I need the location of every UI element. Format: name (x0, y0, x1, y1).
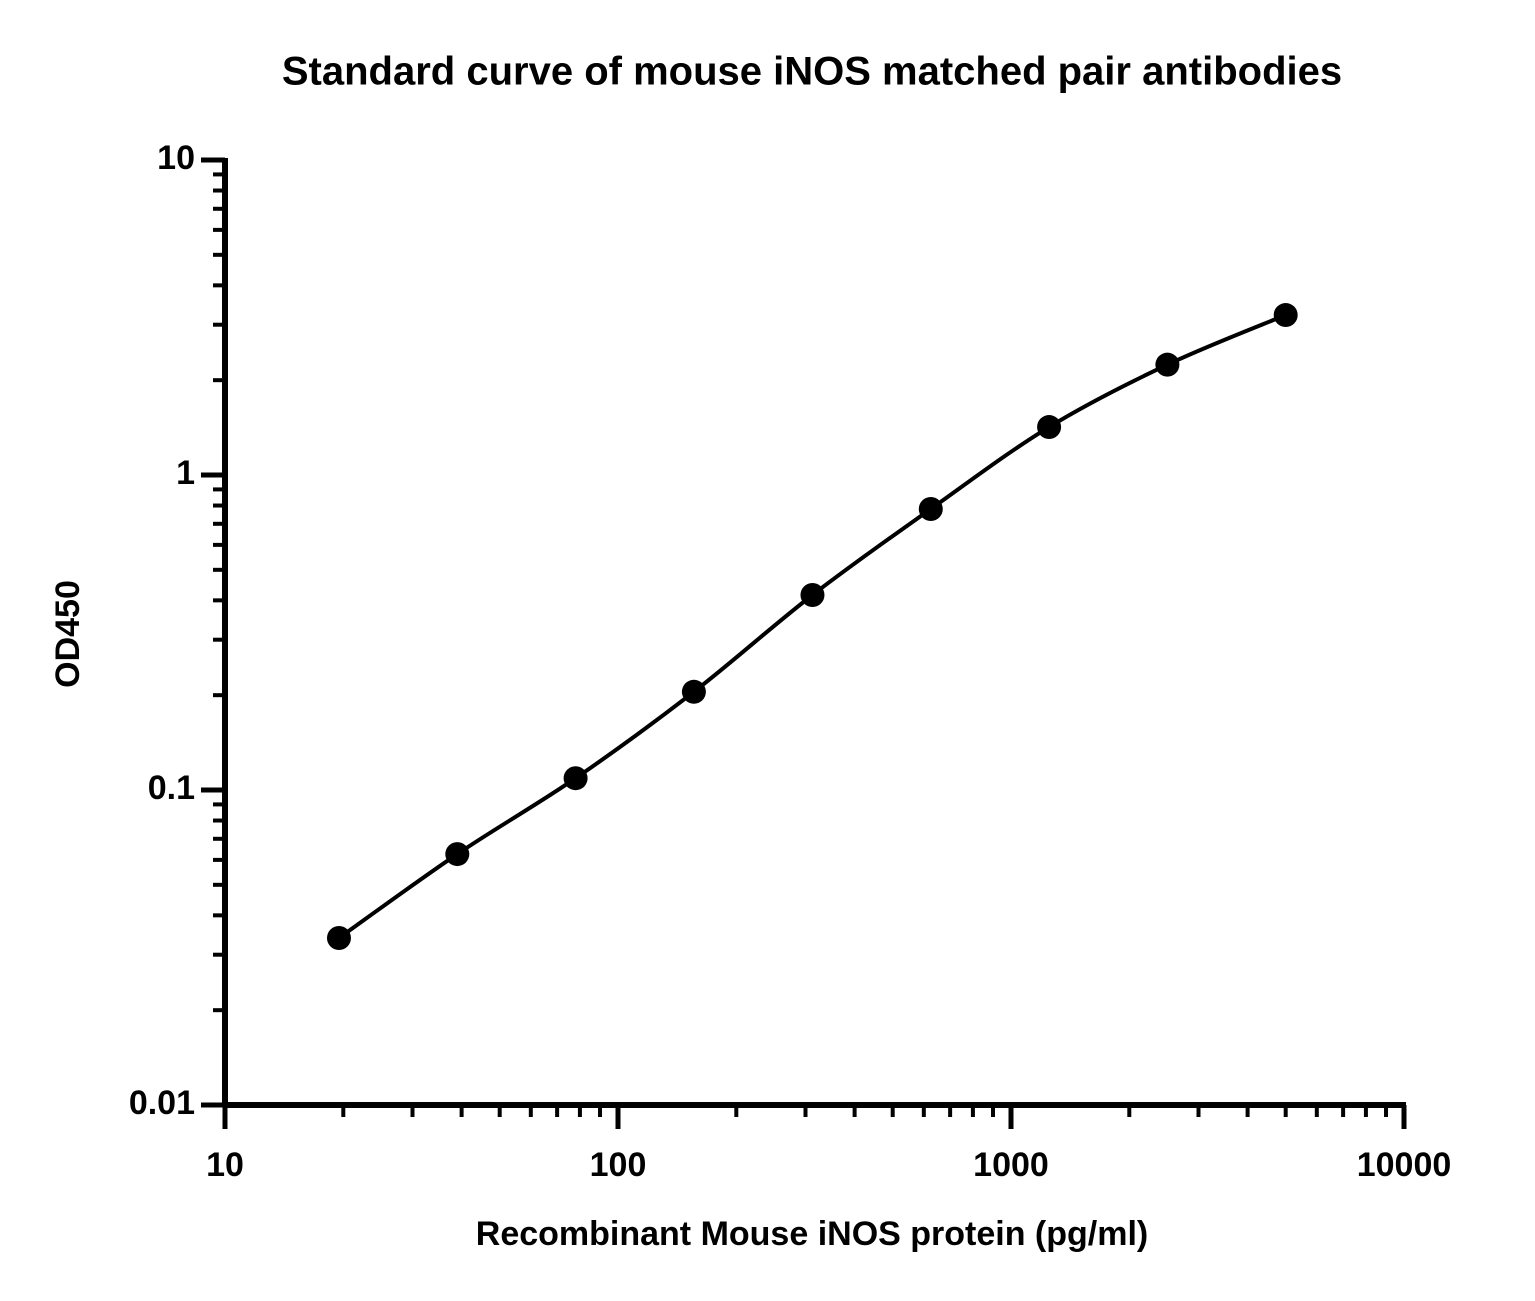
data-point (1155, 352, 1180, 377)
fit-curve (337, 313, 1287, 940)
data-point (1273, 303, 1298, 328)
x-axis-label: Recombinant Mouse iNOS protein (pg/ml) (476, 1215, 1148, 1253)
x-tick-label: 100 (590, 1146, 647, 1184)
y-tick-label: 1 (176, 454, 195, 492)
chart-title: Standard curve of mouse iNOS matched pai… (282, 50, 1342, 94)
y-tick-label: 0.1 (148, 769, 195, 807)
data-point (326, 925, 351, 950)
y-tick-label: 0.01 (129, 1084, 195, 1122)
x-tick-label: 10000 (1357, 1146, 1452, 1184)
y-axis-label: OD450 (49, 580, 87, 688)
x-tick-label: 10 (206, 1146, 244, 1184)
data-point (800, 582, 825, 607)
data-point (563, 766, 588, 791)
data-point (918, 496, 943, 521)
data-point (681, 679, 706, 704)
x-tick-label: 1000 (973, 1146, 1049, 1184)
y-tick-label: 10 (157, 139, 195, 177)
data-point (445, 842, 470, 867)
data-point (1037, 415, 1062, 440)
